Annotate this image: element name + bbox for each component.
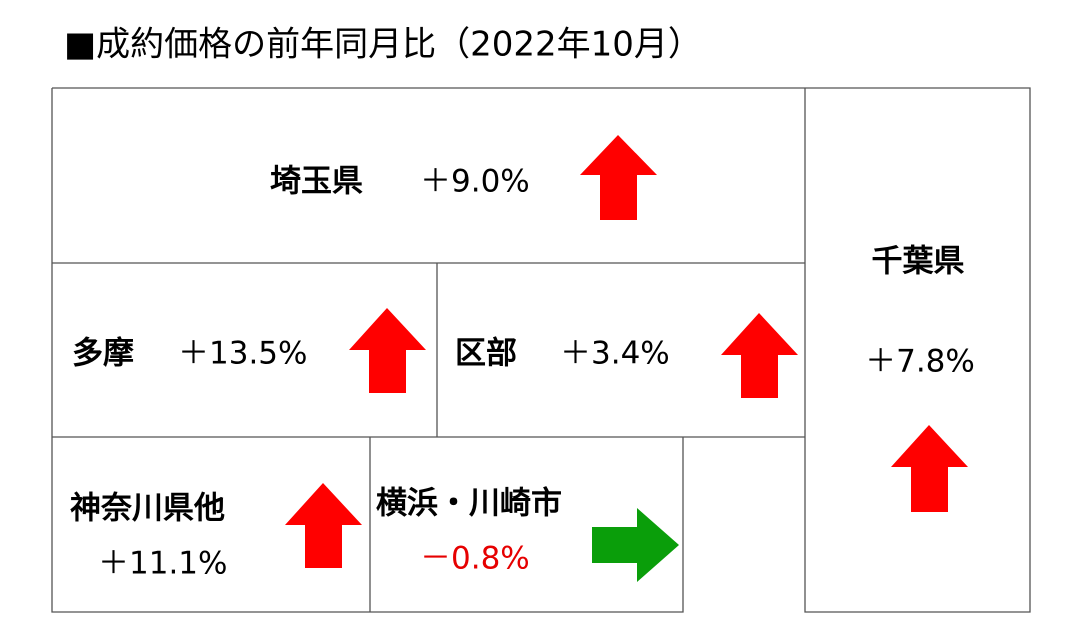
title: ■成約価格の前年同月比（2022年10月）	[64, 25, 702, 65]
region-change: ＋7.8%	[865, 344, 975, 380]
region-name: 区部	[455, 336, 517, 372]
region-change: ＋3.4%	[560, 336, 670, 372]
up-arrow	[349, 308, 426, 393]
region-change: －0.8%	[420, 541, 530, 577]
region-change: ＋11.1%	[98, 546, 227, 582]
up-arrow	[721, 313, 798, 398]
region-change: ＋13.5%	[178, 336, 307, 372]
region-name: 埼玉県	[270, 164, 363, 200]
region-name: 多摩	[72, 336, 134, 372]
grid-frame	[51, 87, 1031, 613]
region-name: 千葉県	[872, 244, 965, 280]
region-name: 神奈川県他	[70, 491, 225, 527]
up-arrow	[580, 135, 657, 220]
up-arrow	[285, 483, 362, 568]
up-arrow	[891, 425, 968, 512]
region-change: ＋9.0%	[420, 164, 530, 200]
right-arrow	[592, 508, 679, 582]
region-name: 横浜・川崎市	[376, 486, 562, 522]
